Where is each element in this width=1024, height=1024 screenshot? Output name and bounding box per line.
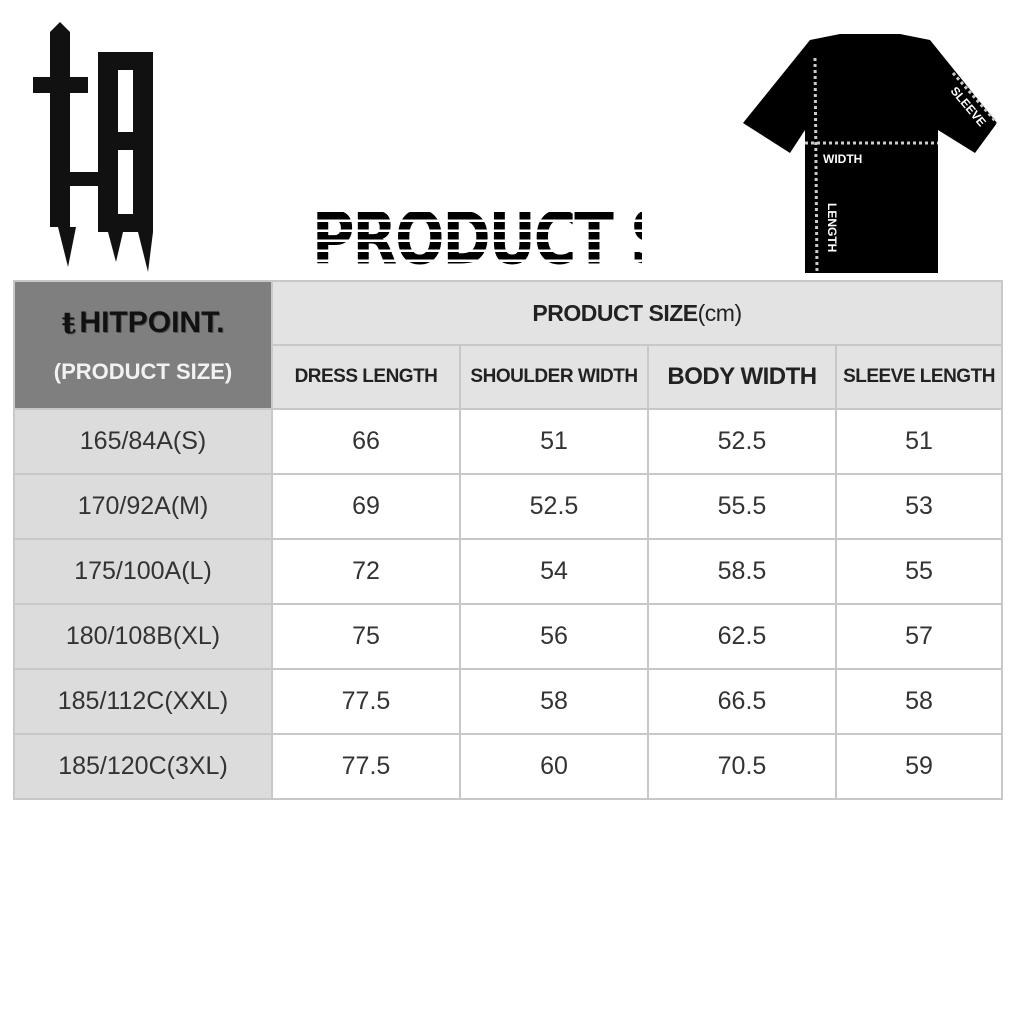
size-cell: 185/112C(XXL) bbox=[13, 668, 273, 735]
value-cell: 75 bbox=[271, 603, 461, 670]
size-cell: 170/92A(M) bbox=[13, 473, 273, 540]
size-cell: 165/84A(S) bbox=[13, 408, 273, 475]
value-cell: 72 bbox=[271, 538, 461, 605]
column-header: SLEEVE LENGTH bbox=[835, 344, 1003, 410]
value-cell: 55.5 bbox=[647, 473, 837, 540]
size-cell: 175/100A(L) bbox=[13, 538, 273, 605]
value-cell: 66.5 bbox=[647, 668, 837, 735]
column-header: DRESS LENGTH bbox=[271, 344, 461, 410]
value-cell: 58 bbox=[835, 668, 1003, 735]
table-row: 175/100A(L) 72 54 58.5 55 bbox=[13, 538, 1003, 605]
table-row: 185/120C(3XL) 77.5 60 70.5 59 bbox=[13, 733, 1003, 800]
value-cell: 58.5 bbox=[647, 538, 837, 605]
value-cell: 51 bbox=[459, 408, 649, 475]
group-header: PRODUCT SIZE(cm) bbox=[271, 280, 1003, 346]
value-cell: 54 bbox=[459, 538, 649, 605]
unit-label: (cm) bbox=[697, 299, 742, 326]
table-row: 180/108B(XL) 75 56 62.5 57 bbox=[13, 603, 1003, 670]
value-cell: 56 bbox=[459, 603, 649, 670]
column-header: SHOULDER WIDTH bbox=[459, 344, 649, 410]
value-cell: 52.5 bbox=[459, 473, 649, 540]
brand-header-cell: ŧ HITPOINT. (PRODUCT SIZE) bbox=[13, 280, 273, 410]
value-cell: 62.5 bbox=[647, 603, 837, 670]
t-shirt-icon bbox=[743, 34, 997, 273]
table-row: 185/112C(XXL) 77.5 58 66.5 58 bbox=[13, 668, 1003, 735]
value-cell: 51 bbox=[835, 408, 1003, 475]
value-cell: 60 bbox=[459, 733, 649, 800]
value-cell: 59 bbox=[835, 733, 1003, 800]
width-label: WIDTH bbox=[823, 152, 862, 166]
value-cell: 77.5 bbox=[271, 733, 461, 800]
brand-logo-icon bbox=[33, 22, 153, 272]
value-cell: 53 bbox=[835, 473, 1003, 540]
column-header: BODY WIDTH bbox=[647, 344, 837, 410]
brand-subtitle: (PRODUCT SIZE) bbox=[53, 358, 233, 384]
table-row: 165/84A(S) 66 51 52.5 51 bbox=[13, 408, 1003, 475]
group-header-label: PRODUCT SIZE bbox=[532, 299, 698, 326]
t-shirt-measurement-diagram: WIDTH LENGTH SLEEVE bbox=[743, 34, 999, 274]
value-cell: 70.5 bbox=[647, 733, 837, 800]
brand-mini-logo-icon: ŧ bbox=[61, 305, 76, 341]
brand-name: HITPOINT. bbox=[79, 306, 225, 339]
length-label: LENGTH bbox=[825, 203, 839, 252]
table-row: 170/92A(M) 69 52.5 55.5 53 bbox=[13, 473, 1003, 540]
value-cell: 58 bbox=[459, 668, 649, 735]
size-cell: 180/108B(XL) bbox=[13, 603, 273, 670]
size-cell: 185/120C(3XL) bbox=[13, 733, 273, 800]
page-title: PRODUCT SIZE bbox=[312, 182, 769, 295]
value-cell: 77.5 bbox=[271, 668, 461, 735]
value-cell: 69 bbox=[271, 473, 461, 540]
size-chart-table: ŧ HITPOINT. (PRODUCT SIZE) PRODUCT SIZE(c… bbox=[13, 280, 1003, 800]
value-cell: 52.5 bbox=[647, 408, 837, 475]
value-cell: 66 bbox=[271, 408, 461, 475]
value-cell: 57 bbox=[835, 603, 1003, 670]
value-cell: 55 bbox=[835, 538, 1003, 605]
